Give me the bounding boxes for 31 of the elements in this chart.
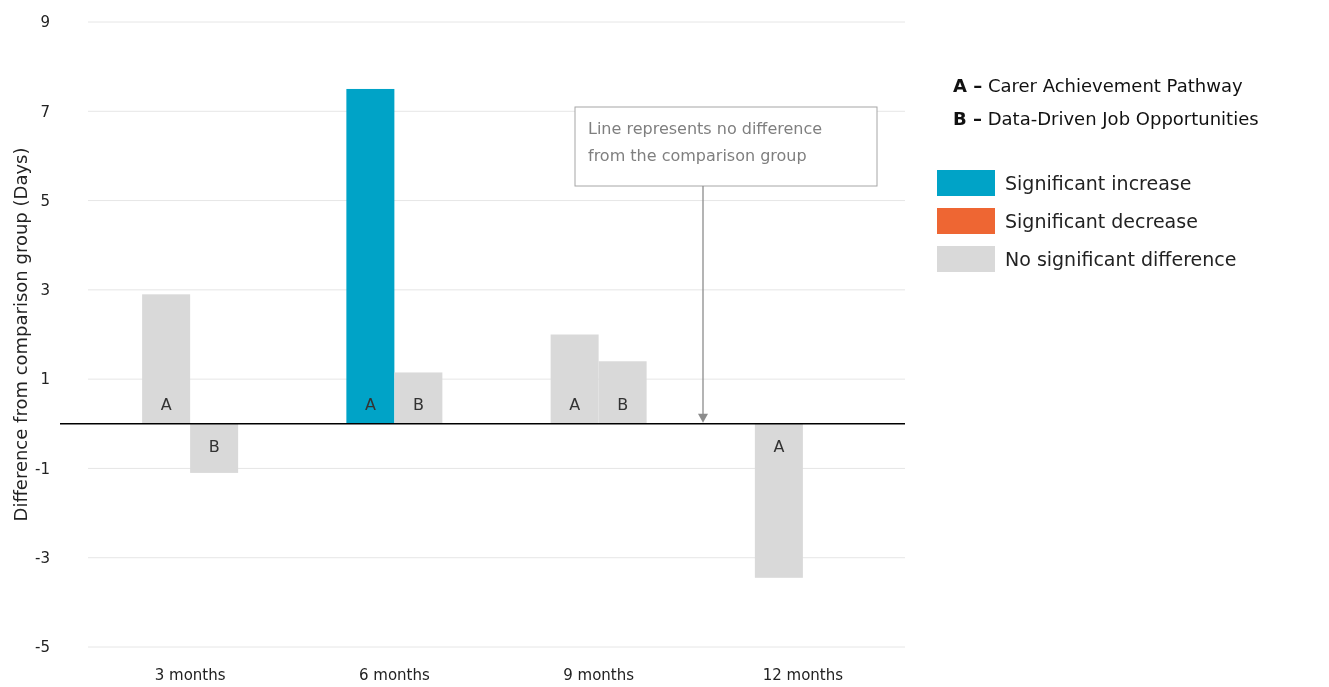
series-label: B: [412, 394, 424, 414]
bar: [754, 423, 803, 578]
y-tick-label: -1: [35, 459, 50, 478]
annotation: Line represents no difference from the comparison group: [588, 119, 823, 165]
y-tick-label: 9: [40, 13, 50, 32]
x-tick-label: 9 months: [563, 665, 635, 684]
bar: [142, 294, 191, 424]
bar: [190, 423, 239, 473]
y-tick-label: 5: [40, 191, 50, 210]
y-tick-label: -5: [35, 638, 50, 657]
legend-label: Significant decrease: [1005, 210, 1198, 232]
bar: [346, 88, 395, 424]
y-tick-label: -3: [35, 549, 50, 568]
x-tick-label: 3 months: [154, 665, 226, 684]
legend-label: No significant difference: [1005, 248, 1237, 270]
y-tick-label: 3: [40, 281, 50, 300]
y-tick-label: 7: [40, 102, 50, 121]
text: B: [617, 394, 629, 414]
x-tick-label: 6 months: [358, 665, 430, 684]
series-label: A: [160, 394, 172, 414]
y-axis-title: Difference from comparison group (Days): [10, 147, 31, 522]
x-tick-label: 12 months: [762, 665, 844, 684]
text: A – Carer Achievement Pathway: [953, 75, 1243, 96]
bar: [394, 372, 443, 424]
text: A: [773, 436, 785, 456]
text: B: [208, 436, 220, 456]
y-tick-label: 1: [40, 370, 50, 389]
text: A: [569, 394, 581, 414]
legend-label: Significant increase: [1005, 172, 1192, 194]
text: A: [364, 394, 376, 414]
text: B – Data-Driven Job Opportunities: [953, 108, 1259, 129]
